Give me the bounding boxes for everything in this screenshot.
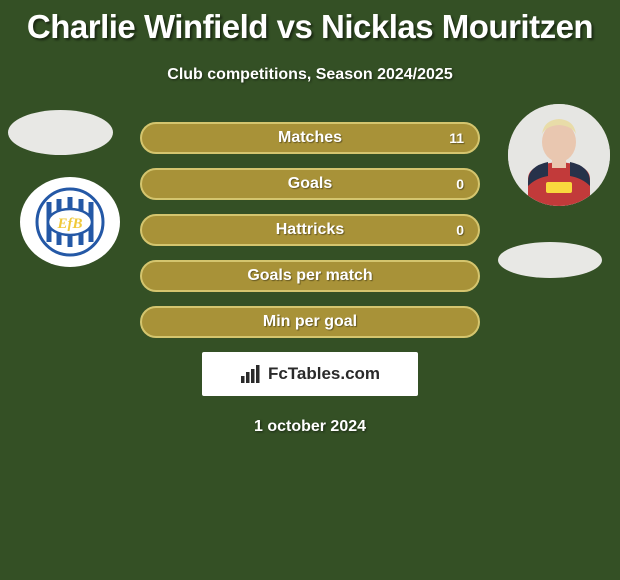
stat-label: Goals per match: [247, 267, 372, 285]
page-title: Charlie Winfield vs Nicklas Mouritzen: [0, 0, 620, 46]
date-label: 1 october 2024: [0, 418, 620, 436]
club-badge-left: EfB: [20, 177, 120, 267]
efb-crest-icon: EfB: [35, 187, 105, 257]
player-photo-icon: [508, 104, 610, 206]
watermark-badge: FcTables.com: [202, 352, 418, 396]
stat-label: Goals: [288, 175, 332, 193]
svg-text:EfB: EfB: [56, 216, 82, 232]
stat-label: Hattricks: [276, 221, 344, 239]
stat-row-goals-per-match: Goals per match: [140, 260, 480, 292]
page-subtitle: Club competitions, Season 2024/2025: [0, 66, 620, 84]
player-right-photo: [508, 104, 610, 206]
watermark-text: FcTables.com: [268, 364, 380, 384]
stat-value-right: 0: [456, 222, 464, 238]
stat-value-right: 0: [456, 176, 464, 192]
stat-row-min-per-goal: Min per goal: [140, 306, 480, 338]
club-badge-right-placeholder: [498, 242, 602, 278]
comparison-panel: EfB Matches 11 Goals 0 Hattricks 0 Goals…: [0, 122, 620, 436]
stat-label: Matches: [278, 129, 342, 147]
stat-value-right: 11: [449, 130, 464, 146]
stat-row-matches: Matches 11: [140, 122, 480, 154]
player-left-placeholder: [8, 110, 113, 155]
chart-icon: [240, 364, 262, 384]
stat-row-hattricks: Hattricks 0: [140, 214, 480, 246]
stat-row-goals: Goals 0: [140, 168, 480, 200]
stat-label: Min per goal: [263, 313, 357, 331]
